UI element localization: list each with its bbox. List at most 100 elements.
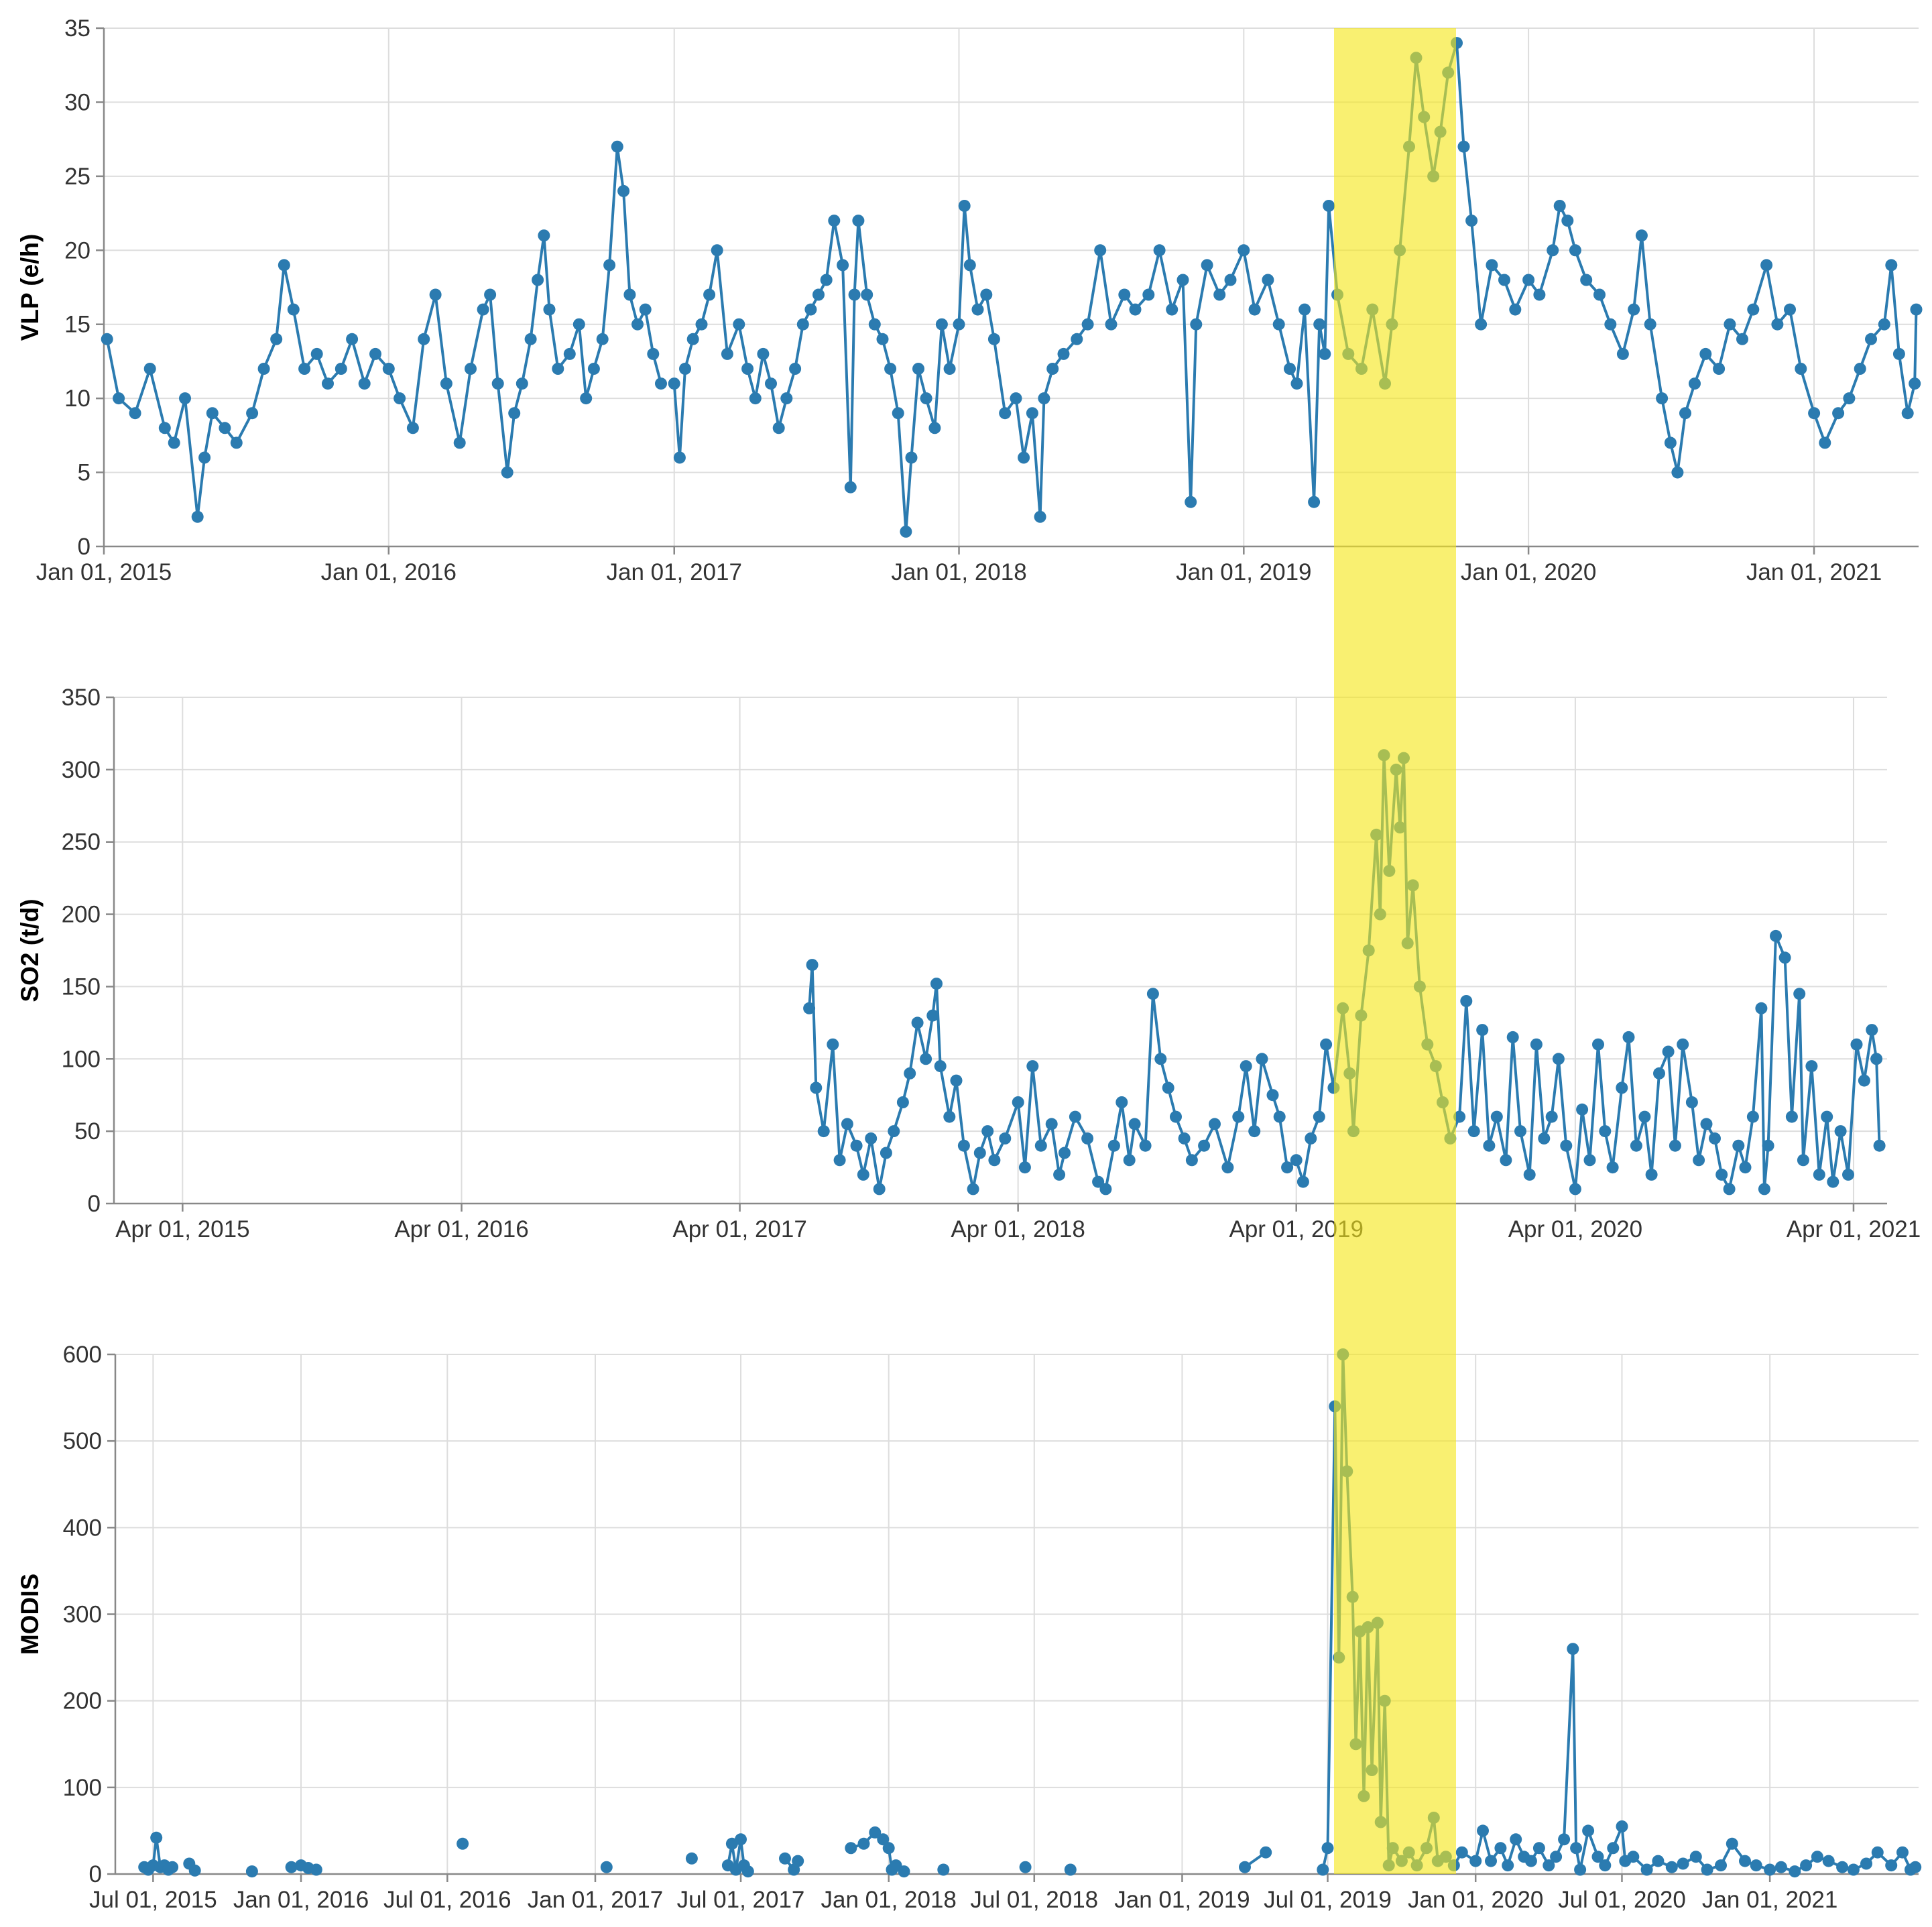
data-point (1896, 1846, 1909, 1859)
data-point (1545, 1110, 1558, 1123)
data-point (905, 451, 918, 464)
data-point (958, 200, 971, 212)
y-tick-label: 200 (62, 902, 101, 928)
data-point (1870, 1053, 1883, 1065)
data-point (934, 1060, 947, 1073)
data-point (198, 451, 211, 464)
data-point (1057, 347, 1070, 360)
data-point (655, 377, 667, 390)
data-point (1713, 363, 1726, 375)
y-tick-label: 100 (62, 1046, 101, 1072)
data-point (1715, 1859, 1727, 1872)
data-point (1582, 1824, 1595, 1837)
data-point (335, 363, 347, 375)
data-point (967, 1183, 979, 1195)
y-tick-label: 15 (64, 312, 90, 338)
data-point (1284, 363, 1296, 375)
data-point (857, 1837, 870, 1850)
data-point (1755, 1002, 1768, 1014)
data-point (477, 303, 489, 316)
data-point (168, 436, 180, 449)
data-point (804, 303, 817, 316)
data-point (1115, 1096, 1128, 1108)
data-point (796, 318, 809, 331)
data-point (1094, 244, 1107, 257)
data-point (1865, 333, 1877, 345)
data-point (1885, 259, 1898, 272)
data-point (440, 377, 452, 390)
series-line-vlp (105, 145, 662, 518)
data-point (1538, 1132, 1551, 1145)
x-tick-label: Jul 01, 2017 (677, 1887, 805, 1913)
data-point (457, 1837, 469, 1850)
data-point (1854, 363, 1866, 375)
data-point (543, 303, 556, 316)
data-point (1198, 1139, 1211, 1152)
data-point (1847, 1863, 1860, 1876)
data-point (1644, 318, 1656, 331)
data-point (1069, 1110, 1081, 1123)
data-point (1746, 1110, 1759, 1123)
data-point (1591, 1851, 1604, 1863)
data-point (1811, 1851, 1823, 1863)
data-point (869, 1826, 882, 1838)
data-point (1785, 1110, 1798, 1123)
x-tick-label: Jan 01, 2015 (36, 559, 172, 585)
data-point (810, 1082, 823, 1094)
data-point (1819, 436, 1831, 449)
data-point (1558, 1833, 1571, 1846)
data-point (1185, 1154, 1198, 1167)
data-point (1166, 303, 1179, 316)
data-point (1871, 1846, 1884, 1859)
data-point (668, 377, 680, 390)
data-point (1012, 1096, 1024, 1108)
data-point (1909, 1861, 1922, 1873)
data-point (1323, 200, 1335, 212)
data-point (1693, 1154, 1705, 1167)
data-point (150, 1831, 163, 1844)
data-point (892, 407, 904, 420)
data-point (1789, 1865, 1801, 1878)
data-point (1576, 1103, 1589, 1116)
data-point (1465, 215, 1478, 227)
data-point (1305, 1132, 1317, 1145)
data-point (673, 451, 686, 464)
data-point (1627, 1851, 1640, 1863)
data-point (1739, 1855, 1751, 1867)
data-point (1455, 1846, 1468, 1859)
data-point (1494, 1842, 1507, 1855)
data-point (1123, 1154, 1136, 1167)
highlight-band (1334, 28, 1456, 1874)
data-point (538, 229, 550, 242)
data-point (1616, 347, 1629, 360)
data-point (912, 363, 924, 375)
data-point (1656, 392, 1669, 405)
data-point (880, 1147, 892, 1159)
data-point (1583, 1154, 1596, 1167)
data-point (647, 347, 660, 360)
data-point (1237, 244, 1250, 257)
data-point (900, 525, 912, 538)
data-point (1592, 1038, 1604, 1051)
data-point (1107, 1139, 1120, 1152)
y-tick-label: 100 (63, 1775, 102, 1801)
series-line-vlp (672, 42, 1918, 533)
data-point (101, 333, 113, 345)
data-point (1321, 1842, 1334, 1855)
data-point (841, 1118, 853, 1130)
data-point (1770, 929, 1782, 942)
data-point (1266, 1089, 1279, 1102)
data-point (552, 363, 564, 375)
data-point (1081, 1132, 1094, 1145)
data-point (1273, 1110, 1286, 1123)
data-point (873, 1183, 886, 1195)
data-point (845, 1842, 857, 1855)
data-point (1224, 274, 1237, 286)
data-point (1821, 1110, 1833, 1123)
data-point (1892, 347, 1905, 360)
data-point (935, 318, 948, 331)
data-point (1901, 407, 1914, 420)
data-point (1178, 1132, 1191, 1145)
data-point (987, 333, 1000, 345)
